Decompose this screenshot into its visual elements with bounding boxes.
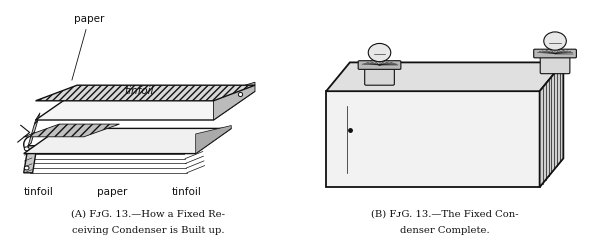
Text: ceiving Condenser is Built up.: ceiving Condenser is Built up. <box>72 226 225 235</box>
Text: tinfoil: tinfoil <box>172 187 202 197</box>
Polygon shape <box>24 128 231 154</box>
Text: (A) FᴊG. 13.—How a Fixed Re-: (A) FᴊG. 13.—How a Fixed Re- <box>71 209 225 218</box>
Text: tinfoil: tinfoil <box>24 187 53 197</box>
Polygon shape <box>36 91 255 120</box>
Circle shape <box>24 147 29 151</box>
Text: paper: paper <box>97 187 128 197</box>
Polygon shape <box>24 146 37 173</box>
Polygon shape <box>213 82 255 120</box>
Circle shape <box>544 32 566 50</box>
Text: (B) FᴊG. 13.—The Fixed Con-: (B) FᴊG. 13.—The Fixed Con- <box>371 209 518 218</box>
Circle shape <box>24 166 29 170</box>
Polygon shape <box>36 85 255 101</box>
Text: paper: paper <box>72 14 104 80</box>
FancyBboxPatch shape <box>365 67 394 85</box>
Polygon shape <box>28 113 40 146</box>
FancyBboxPatch shape <box>534 49 576 58</box>
FancyBboxPatch shape <box>358 61 401 69</box>
FancyBboxPatch shape <box>540 56 570 74</box>
Polygon shape <box>326 91 540 187</box>
Polygon shape <box>326 62 563 91</box>
Polygon shape <box>196 126 231 154</box>
Polygon shape <box>540 62 563 187</box>
Text: denser Complete.: denser Complete. <box>400 226 490 235</box>
Text: tinfoil: tinfoil <box>125 86 154 96</box>
Circle shape <box>368 43 391 62</box>
Polygon shape <box>24 124 119 137</box>
